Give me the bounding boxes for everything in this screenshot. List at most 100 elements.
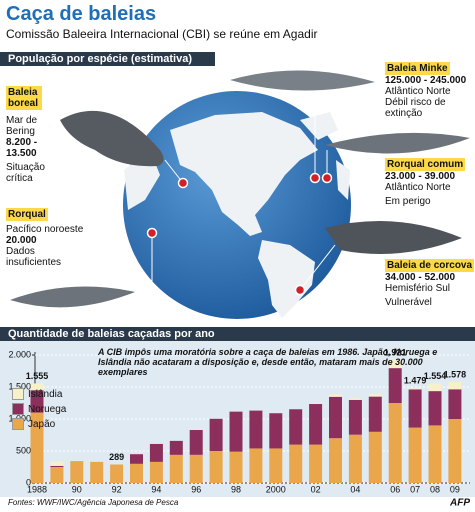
location-dot	[294, 284, 306, 296]
total-label: 1.555	[26, 371, 49, 381]
region: Atlântico Norte	[385, 182, 451, 193]
x-tick-label: 92	[112, 484, 122, 494]
bar-segment	[249, 448, 263, 483]
bar-segment	[169, 454, 183, 483]
whale-boreal	[60, 110, 164, 167]
chart-title: Quantidade de baleias caçadas por ano	[0, 327, 475, 341]
x-tick-label: 96	[191, 484, 201, 494]
bar-segment	[70, 461, 84, 483]
section-heading: População por espécie (estimativa)	[0, 52, 215, 66]
bar-segment	[130, 463, 143, 483]
bar-segment	[50, 465, 64, 467]
x-tick-label: 07	[410, 484, 420, 494]
greenland	[300, 112, 338, 140]
bar-segment	[388, 403, 402, 483]
total-label: 1.479	[404, 376, 427, 386]
legend-item: Noruega	[12, 403, 66, 415]
legend-label: Japão	[28, 418, 56, 430]
source: Fontes: WWF/IWC/Agência Japonesa de Pesc…	[8, 498, 179, 507]
region: Pacífico noroeste	[6, 224, 84, 235]
subtitle: Comissão Baleeira Internacional (CBI) se…	[6, 27, 318, 41]
location-dot	[309, 172, 321, 184]
bar-segment	[130, 454, 143, 464]
bar-segment	[428, 383, 442, 392]
status: Situação crítica	[6, 162, 45, 184]
bar-segment	[209, 418, 223, 451]
species-label: Baleia boreal	[6, 86, 42, 110]
bar-segment	[329, 394, 342, 397]
location-dot	[177, 177, 189, 189]
bar-segment	[50, 467, 64, 483]
species-info: Baleia de corcova 34.000 - 52.000 Hemisfér…	[385, 259, 475, 308]
bar-segment	[448, 382, 462, 390]
legend-label: Noruega	[28, 403, 67, 415]
bar-segment	[30, 390, 44, 413]
south-america	[258, 240, 315, 318]
bar-segment	[30, 412, 44, 483]
legend-swatch	[12, 388, 24, 400]
bar-segment	[348, 398, 362, 400]
x-tick-label: 08	[430, 484, 440, 494]
chart-annotation: A CIB impôs uma moratória sobre a caça d…	[98, 347, 438, 377]
bar-segment	[408, 427, 422, 483]
population: 8.200 - 13.500	[6, 137, 38, 159]
species-name: Rorqual comum	[385, 158, 466, 171]
bar-segment	[50, 461, 64, 466]
europe	[336, 160, 350, 200]
bar-segment	[388, 360, 402, 369]
species-name: Baleia boreal	[6, 86, 42, 110]
species-name: Rorqual	[6, 208, 48, 221]
bar-segment	[388, 368, 402, 403]
population: 23.000 - 39.000	[385, 171, 456, 182]
population: 34.000 - 52.000	[385, 272, 456, 283]
legend-swatch	[12, 403, 24, 415]
x-tick-label: 09	[450, 484, 460, 494]
bar-segment	[30, 383, 44, 391]
bar-segment	[249, 410, 263, 449]
location-dot	[146, 227, 158, 239]
bar-segment	[408, 389, 422, 428]
whale-rorqual-comum	[325, 132, 470, 154]
status: Vulnerável	[385, 297, 432, 308]
bar-segment	[329, 396, 342, 439]
status: Dados insuficientes	[6, 246, 62, 268]
population: 20.000	[6, 235, 37, 246]
north-america	[170, 112, 318, 236]
legend-item: Islândia	[12, 388, 66, 400]
bar-segment	[149, 461, 163, 483]
locations	[146, 172, 333, 296]
bar-segment	[408, 388, 422, 390]
status: Débil risco de extinção	[385, 97, 446, 119]
species-name: Baleia de corcova	[385, 259, 475, 272]
total-label: 289	[109, 452, 124, 462]
bar-segment	[229, 451, 243, 483]
bar-segment	[309, 404, 323, 445]
total-label: 1.921	[384, 347, 407, 357]
species-info: Baleia Minke 125.000 - 245.000 Atlântico N…	[385, 62, 475, 119]
bar-segment	[209, 451, 223, 483]
legend-item: Japão	[12, 418, 66, 430]
whale-rorqual	[10, 286, 135, 308]
legend-swatch	[12, 418, 24, 430]
species-name: Baleia Minke	[385, 62, 450, 75]
total-label: 1.578	[444, 369, 467, 379]
bar-segment	[428, 391, 442, 426]
x-tick-label: 98	[231, 484, 241, 494]
y-tick-label: 1.500	[8, 381, 31, 391]
bar-segment	[189, 430, 203, 455]
whale-minke	[230, 70, 375, 91]
bar-segment	[229, 411, 243, 452]
x-tick-label: 2000	[266, 484, 286, 494]
bar-segment	[368, 431, 382, 483]
bar-segment	[348, 399, 362, 435]
bar-segment	[448, 389, 462, 419]
bar-segment	[309, 444, 323, 483]
legend-label: Islândia	[28, 388, 63, 400]
species-info: Mar de Bering 8.200 - 13.500 Situação crít…	[6, 115, 58, 184]
total-label: 1.554	[424, 371, 447, 381]
region: Hemisfério Sul	[385, 283, 451, 294]
y-tick-label: 500	[16, 445, 31, 455]
bar-segment	[110, 464, 124, 483]
